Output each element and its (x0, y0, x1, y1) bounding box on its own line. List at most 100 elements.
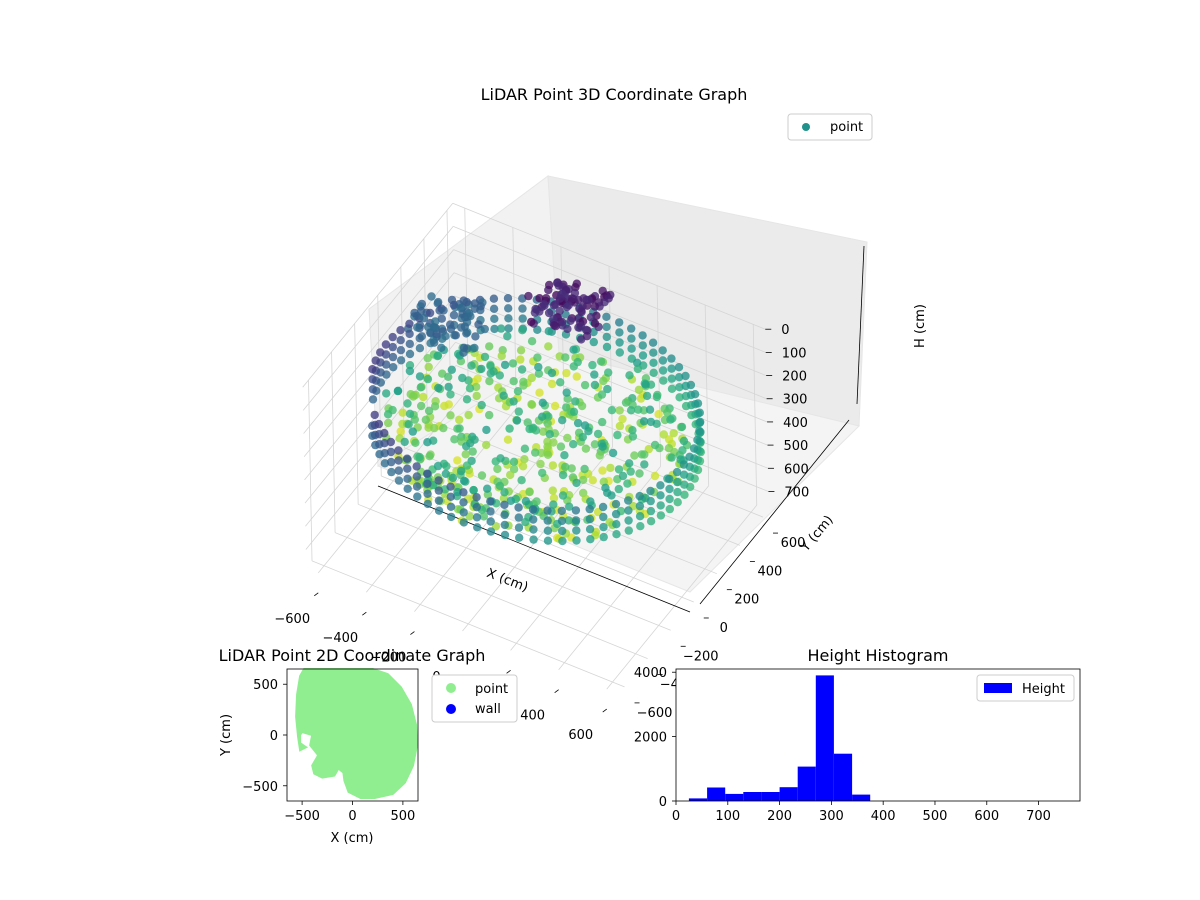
point-3d (486, 497, 495, 506)
axes-frame-histogram (675, 668, 1081, 802)
grid-floor-y--200 (358, 503, 671, 631)
point-3d (656, 501, 665, 510)
point-3d (533, 353, 542, 362)
point-3d (412, 472, 422, 481)
point-3d (430, 423, 439, 433)
tick-label-x-hist: 200 (767, 809, 792, 824)
point-3d (450, 435, 459, 444)
point-3d (434, 297, 443, 307)
histogram-bar (779, 787, 798, 801)
point-3d (423, 438, 432, 447)
point-3d (679, 436, 689, 446)
point-cloud-2d (295, 668, 419, 799)
legend-histogram: Height (976, 674, 1075, 702)
tick-label-x-hist: 0 (672, 809, 680, 824)
point-3d (441, 332, 450, 341)
point-3d (415, 372, 425, 381)
point-3d (456, 303, 466, 313)
histogram-bars (688, 675, 871, 801)
point-3d (495, 371, 504, 380)
point-3d (659, 430, 668, 439)
point-3d (628, 394, 637, 403)
point-3d (527, 317, 536, 327)
point-3d (439, 423, 448, 433)
point-3d (598, 466, 607, 475)
point-3d (538, 398, 547, 407)
point-3d (599, 532, 608, 542)
point-3d (368, 375, 377, 384)
point-3d (368, 365, 377, 374)
point-3d (396, 427, 405, 436)
point-3d (667, 384, 677, 393)
point-3d (380, 459, 390, 468)
point-3d (500, 500, 509, 509)
point-3d (464, 410, 473, 420)
x-axis-label-2d: X (cm) (331, 831, 374, 846)
point-3d (554, 281, 563, 290)
point-3d (380, 449, 389, 458)
point-3d (517, 365, 527, 374)
point-3d (387, 467, 396, 477)
legend-2d-marker-point (446, 683, 456, 693)
point-3d (596, 357, 606, 366)
point-3d (519, 381, 528, 390)
point-3d (503, 294, 513, 303)
legend-2d-label-point: point (475, 682, 508, 697)
point-3d (626, 406, 636, 415)
point-3d (386, 437, 395, 447)
tick-label-z-3d: 0 (781, 323, 789, 338)
point-3d (521, 497, 531, 506)
tick-label-y-2d: 500 (253, 678, 278, 693)
ticks-histogram: 0 100 200 300 400 500 600 700 0 2000 4000 (634, 666, 1051, 824)
point-3d (439, 306, 448, 315)
point-3d (566, 316, 575, 325)
point-3d (544, 327, 553, 336)
point-3d (685, 452, 694, 461)
point-3d (572, 478, 581, 488)
point-3d (633, 358, 642, 367)
point-3d (675, 393, 684, 402)
point-3d (690, 390, 700, 399)
point-3d (673, 477, 682, 487)
point-3d (516, 355, 525, 364)
point-3d (394, 446, 403, 455)
tick-label-x-2d: 0 (348, 809, 356, 824)
point-3d (599, 376, 608, 386)
point-3d (504, 304, 513, 313)
y-axis-label-2d: Y (cm) (219, 714, 234, 757)
point-3d (417, 306, 426, 316)
point-3d (571, 397, 580, 406)
point-3d (461, 450, 470, 459)
point-3d (509, 377, 518, 386)
point-3d (693, 435, 702, 445)
point-3d (607, 406, 617, 415)
point-3d (679, 470, 689, 479)
point-3d (417, 401, 426, 411)
point-3d (500, 520, 509, 530)
point-3d (529, 535, 538, 544)
point-3d (558, 416, 567, 425)
point-3d (572, 536, 581, 545)
point-3d (535, 294, 544, 303)
point-3d (646, 417, 656, 427)
point-3d (500, 488, 509, 497)
point-3d (457, 466, 466, 476)
point-3d (577, 401, 587, 411)
point-3d (455, 415, 464, 425)
point-3d (405, 361, 415, 370)
point-3d (681, 371, 690, 381)
point-3d (615, 338, 624, 347)
point-3d (520, 444, 530, 453)
legend-histogram-label: Height (1022, 682, 1065, 697)
point-3d (615, 328, 624, 337)
point-3d (462, 461, 472, 470)
point-3d (627, 334, 636, 343)
point-3d (509, 457, 519, 466)
point-3d (433, 351, 443, 360)
z-axis-label-3d: H (cm) (913, 304, 928, 348)
point-3d (665, 504, 674, 514)
point-3d (549, 493, 559, 503)
point-3d (555, 306, 564, 316)
point-3d (628, 432, 638, 441)
